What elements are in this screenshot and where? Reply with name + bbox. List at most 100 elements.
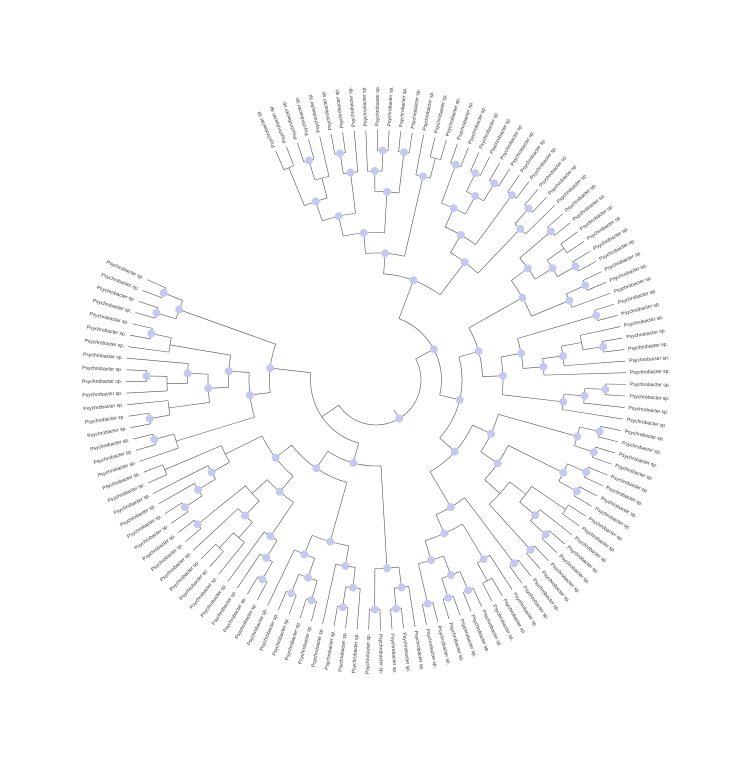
branch bbox=[185, 528, 202, 543]
branch bbox=[489, 162, 500, 181]
branch bbox=[219, 532, 234, 549]
branch bbox=[130, 334, 151, 340]
branch bbox=[543, 372, 626, 376]
branch bbox=[384, 191, 388, 233]
branch bbox=[477, 228, 521, 274]
branch bbox=[136, 444, 156, 451]
branch bbox=[365, 130, 368, 172]
leaf-label: Psychrobacter sp. bbox=[630, 382, 670, 389]
leaf-label: Psychrobacter sp. bbox=[85, 414, 125, 426]
branch bbox=[509, 566, 523, 584]
node-support bbox=[517, 349, 526, 358]
branch bbox=[146, 279, 166, 289]
leaf-label: Psychrobacter sp. bbox=[626, 417, 666, 429]
branch-arc bbox=[283, 165, 294, 171]
node-support bbox=[572, 487, 581, 496]
node-support bbox=[526, 545, 535, 554]
node-support bbox=[303, 573, 312, 582]
branch bbox=[518, 559, 532, 577]
branch bbox=[169, 344, 231, 356]
branch bbox=[562, 513, 580, 527]
node-support bbox=[271, 453, 280, 462]
branch bbox=[288, 167, 305, 206]
branch bbox=[135, 312, 156, 319]
branch bbox=[440, 140, 447, 160]
branch bbox=[333, 606, 338, 627]
branch bbox=[257, 581, 268, 601]
branch bbox=[130, 423, 151, 428]
branch bbox=[227, 531, 265, 582]
branch bbox=[597, 315, 618, 321]
branch bbox=[237, 553, 261, 589]
node-support bbox=[427, 556, 436, 565]
node-support bbox=[287, 589, 296, 598]
branch bbox=[408, 586, 416, 627]
leaf-label: Psychrobacter sp. bbox=[626, 328, 666, 341]
branch bbox=[462, 592, 472, 612]
branch-arc bbox=[310, 372, 359, 444]
branch bbox=[595, 446, 616, 454]
node-support bbox=[487, 429, 496, 438]
node-support bbox=[397, 583, 406, 592]
branch bbox=[321, 178, 328, 199]
branch-arc bbox=[338, 358, 422, 426]
node-support bbox=[142, 371, 151, 380]
leaf-label: Psychrobacter sp. bbox=[624, 315, 664, 329]
leaf-label: Psychrobacter sp. bbox=[361, 86, 369, 126]
branch bbox=[573, 495, 592, 507]
node-support bbox=[518, 293, 527, 302]
branch bbox=[475, 194, 513, 245]
branch bbox=[468, 297, 523, 329]
branch-arc bbox=[398, 318, 442, 396]
node-support bbox=[419, 172, 428, 181]
branch-arc bbox=[245, 485, 260, 502]
node-support bbox=[592, 311, 601, 320]
branch bbox=[143, 464, 163, 473]
leaf-label: Psychrobacter sp. bbox=[82, 365, 122, 373]
node-support bbox=[524, 204, 533, 213]
branch bbox=[498, 414, 578, 437]
node-support bbox=[395, 414, 404, 423]
branch bbox=[138, 301, 159, 309]
node-support bbox=[559, 468, 568, 477]
branch bbox=[509, 481, 527, 495]
leaf-label: Psychrobacter sp. bbox=[297, 625, 313, 665]
branch bbox=[142, 290, 162, 299]
branch bbox=[299, 598, 307, 619]
node-support bbox=[204, 384, 213, 393]
branch bbox=[462, 523, 484, 560]
leaf-label: Psychrobacter sp. bbox=[86, 325, 126, 338]
branch bbox=[238, 522, 253, 538]
branch bbox=[594, 303, 615, 311]
node-support bbox=[304, 156, 313, 165]
branch bbox=[429, 471, 452, 508]
branch bbox=[526, 553, 541, 569]
branch bbox=[321, 404, 339, 417]
node-support bbox=[444, 593, 453, 602]
node-support bbox=[312, 464, 321, 473]
branch bbox=[132, 323, 153, 329]
branch bbox=[554, 222, 571, 236]
branch bbox=[517, 315, 597, 339]
branch bbox=[464, 497, 515, 564]
branch bbox=[572, 250, 591, 263]
branch bbox=[583, 402, 625, 408]
branch bbox=[267, 549, 295, 606]
branch bbox=[442, 599, 450, 620]
branch bbox=[171, 511, 189, 524]
branch bbox=[600, 426, 621, 431]
node-support bbox=[471, 192, 480, 201]
node-support bbox=[207, 468, 216, 477]
branch bbox=[345, 607, 349, 629]
node-support bbox=[300, 550, 309, 559]
leaf-label: Psychrobacter sp. bbox=[629, 394, 669, 403]
branch bbox=[404, 176, 424, 257]
branch bbox=[602, 337, 623, 342]
branch bbox=[534, 545, 549, 562]
branch bbox=[439, 262, 466, 296]
branch bbox=[531, 300, 570, 317]
node-support bbox=[558, 351, 567, 360]
branch bbox=[418, 563, 428, 604]
node-support bbox=[599, 342, 608, 351]
branch bbox=[583, 476, 603, 486]
